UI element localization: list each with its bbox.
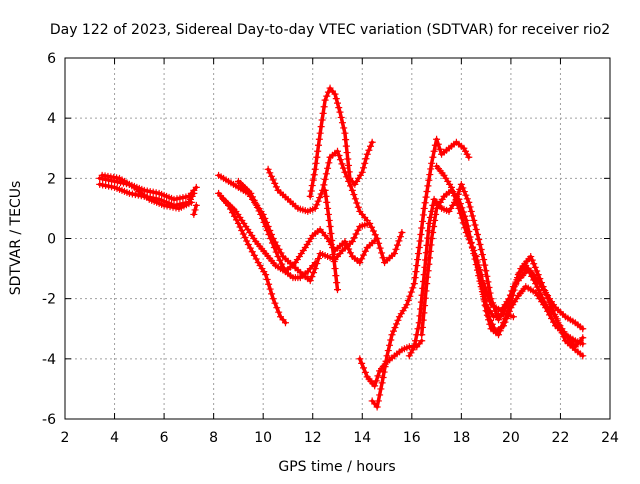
y-tick-label: 4 [47, 111, 56, 127]
y-tick-label: 2 [47, 171, 56, 187]
series-track-p [433, 162, 517, 321]
x-tick-label: 10 [254, 430, 272, 446]
data-series [96, 84, 587, 411]
series-markers [234, 177, 319, 282]
x-tick-label: 8 [209, 430, 218, 446]
series-markers [264, 147, 371, 224]
y-tick-label: -4 [42, 352, 56, 368]
x-tick-label: 24 [601, 430, 619, 446]
y-tick-label: -6 [42, 412, 56, 428]
y-axis-label: SDTVAR / TECUs [8, 181, 24, 296]
x-tick-label: 18 [452, 430, 470, 446]
series-track-r [480, 253, 587, 351]
x-tick-label: 2 [61, 430, 70, 446]
x-axis-label: GPS time / hours [278, 459, 395, 475]
x-tick-label: 16 [403, 430, 421, 446]
series-track-g [220, 195, 381, 276]
series-track-m [368, 135, 473, 411]
x-tick-label: 20 [502, 430, 520, 446]
series-markers [98, 171, 195, 212]
series-markers [306, 84, 376, 200]
y-tick-label: 0 [47, 232, 56, 248]
x-tick-label: 4 [110, 430, 119, 446]
x-tick-label: 6 [160, 430, 169, 446]
x-tick-label: 14 [353, 430, 371, 446]
y-tick-label: -2 [42, 292, 56, 308]
series-markers [220, 195, 381, 276]
series-markers [190, 201, 200, 218]
chart-title: Day 122 of 2023, Sidereal Day-to-day VTE… [50, 22, 610, 38]
series-track-j [306, 84, 376, 200]
series-track-d [190, 201, 200, 218]
series-track-c [98, 171, 195, 212]
series-track-k [321, 186, 341, 294]
series-markers [321, 186, 341, 294]
series-markers [368, 135, 473, 411]
series-markers [480, 253, 587, 351]
series-track-h [234, 177, 319, 282]
x-tick-label: 22 [552, 430, 570, 446]
y-tick-label: 6 [47, 51, 56, 67]
series-line [434, 164, 516, 319]
series-markers [433, 162, 517, 321]
x-tick-label: 12 [304, 430, 322, 446]
